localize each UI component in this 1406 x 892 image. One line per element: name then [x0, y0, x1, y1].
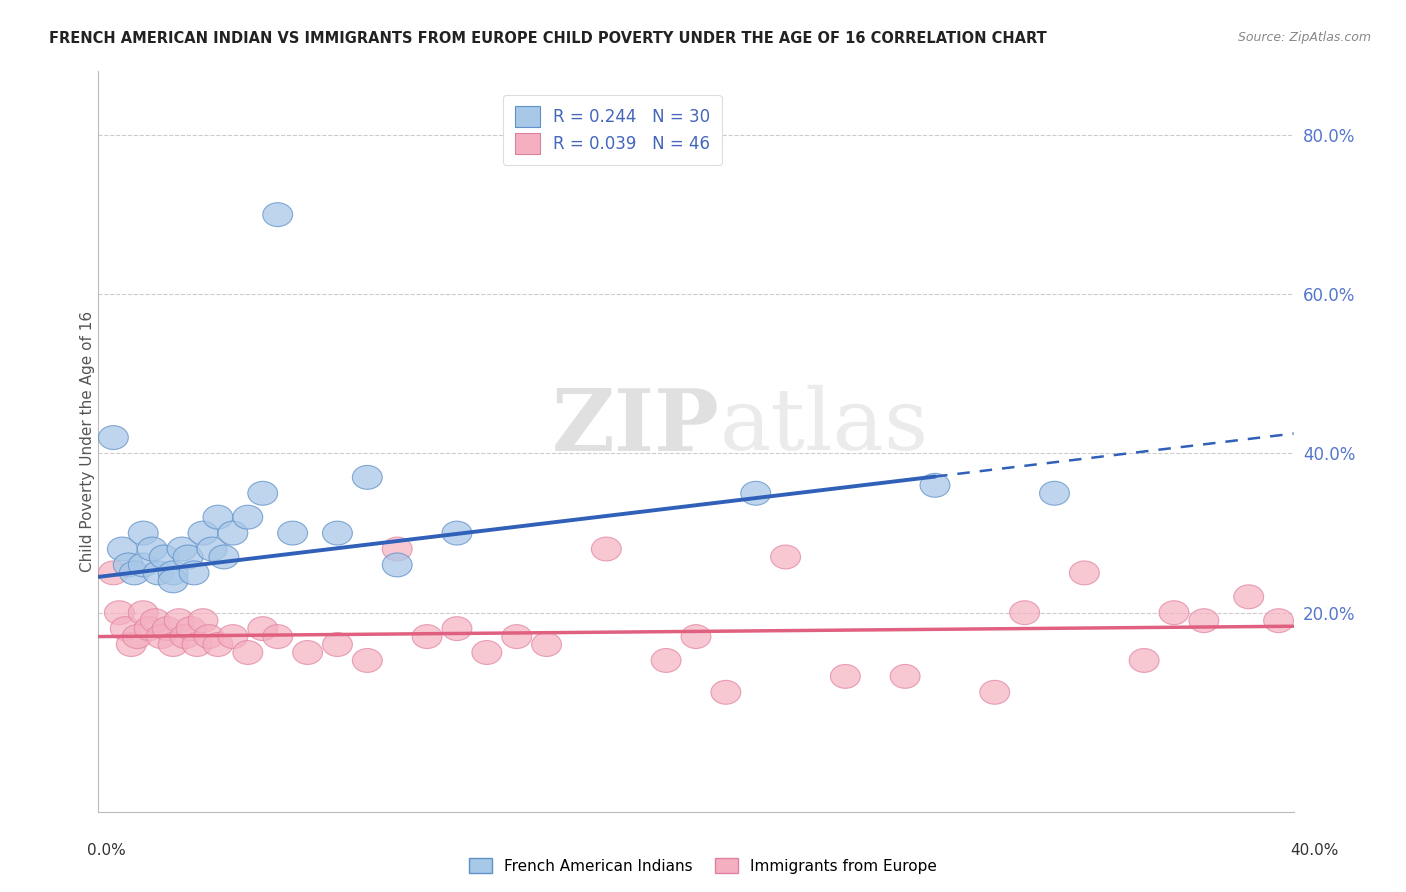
Ellipse shape	[98, 561, 128, 585]
Ellipse shape	[382, 553, 412, 577]
Ellipse shape	[1234, 585, 1264, 608]
Ellipse shape	[980, 681, 1010, 705]
Ellipse shape	[651, 648, 681, 673]
Ellipse shape	[592, 537, 621, 561]
Ellipse shape	[165, 608, 194, 632]
Ellipse shape	[138, 537, 167, 561]
Ellipse shape	[711, 681, 741, 705]
Ellipse shape	[111, 616, 141, 640]
Ellipse shape	[159, 632, 188, 657]
Ellipse shape	[128, 553, 159, 577]
Legend: French American Indians, Immigrants from Europe: French American Indians, Immigrants from…	[463, 852, 943, 880]
Ellipse shape	[152, 616, 183, 640]
Ellipse shape	[128, 521, 159, 545]
Ellipse shape	[146, 624, 176, 648]
Ellipse shape	[322, 632, 353, 657]
Ellipse shape	[1129, 648, 1159, 673]
Ellipse shape	[1189, 608, 1219, 632]
Text: 0.0%: 0.0%	[87, 843, 127, 857]
Ellipse shape	[218, 624, 247, 648]
Ellipse shape	[831, 665, 860, 689]
Ellipse shape	[441, 521, 472, 545]
Ellipse shape	[202, 632, 233, 657]
Ellipse shape	[531, 632, 561, 657]
Ellipse shape	[114, 553, 143, 577]
Ellipse shape	[117, 632, 146, 657]
Ellipse shape	[173, 545, 202, 569]
Ellipse shape	[233, 640, 263, 665]
Ellipse shape	[322, 521, 353, 545]
Ellipse shape	[681, 624, 711, 648]
Ellipse shape	[159, 561, 188, 585]
Ellipse shape	[292, 640, 322, 665]
Ellipse shape	[194, 624, 224, 648]
Ellipse shape	[135, 616, 165, 640]
Ellipse shape	[353, 466, 382, 490]
Ellipse shape	[920, 474, 950, 497]
Ellipse shape	[202, 505, 233, 529]
Text: FRENCH AMERICAN INDIAN VS IMMIGRANTS FROM EUROPE CHILD POVERTY UNDER THE AGE OF : FRENCH AMERICAN INDIAN VS IMMIGRANTS FRO…	[49, 31, 1047, 46]
Ellipse shape	[502, 624, 531, 648]
Ellipse shape	[218, 521, 247, 545]
Ellipse shape	[104, 600, 135, 624]
Ellipse shape	[183, 632, 212, 657]
Ellipse shape	[1159, 600, 1189, 624]
Ellipse shape	[209, 545, 239, 569]
Ellipse shape	[1039, 482, 1070, 505]
Ellipse shape	[170, 624, 200, 648]
Text: 40.0%: 40.0%	[1291, 843, 1339, 857]
Text: atlas: atlas	[720, 385, 929, 468]
Ellipse shape	[382, 537, 412, 561]
Ellipse shape	[353, 648, 382, 673]
Text: Source: ZipAtlas.com: Source: ZipAtlas.com	[1237, 31, 1371, 45]
Ellipse shape	[263, 202, 292, 227]
Ellipse shape	[441, 616, 472, 640]
Ellipse shape	[188, 521, 218, 545]
Ellipse shape	[472, 640, 502, 665]
Ellipse shape	[107, 537, 138, 561]
Ellipse shape	[143, 561, 173, 585]
Ellipse shape	[741, 482, 770, 505]
Ellipse shape	[247, 616, 278, 640]
Ellipse shape	[1010, 600, 1039, 624]
Ellipse shape	[263, 624, 292, 648]
Ellipse shape	[141, 608, 170, 632]
Ellipse shape	[176, 616, 207, 640]
Ellipse shape	[278, 521, 308, 545]
Ellipse shape	[1070, 561, 1099, 585]
Ellipse shape	[197, 537, 226, 561]
Ellipse shape	[247, 482, 278, 505]
Ellipse shape	[149, 545, 179, 569]
Ellipse shape	[233, 505, 263, 529]
Ellipse shape	[188, 608, 218, 632]
Ellipse shape	[98, 425, 128, 450]
Ellipse shape	[1264, 608, 1294, 632]
Ellipse shape	[128, 600, 159, 624]
Ellipse shape	[120, 561, 149, 585]
Ellipse shape	[770, 545, 800, 569]
Y-axis label: Child Poverty Under the Age of 16: Child Poverty Under the Age of 16	[80, 311, 94, 572]
Ellipse shape	[159, 569, 188, 593]
Text: ZIP: ZIP	[553, 384, 720, 468]
Ellipse shape	[412, 624, 441, 648]
Ellipse shape	[890, 665, 920, 689]
Legend: R = 0.244   N = 30, R = 0.039   N = 46: R = 0.244 N = 30, R = 0.039 N = 46	[503, 95, 721, 165]
Ellipse shape	[122, 624, 152, 648]
Ellipse shape	[179, 561, 209, 585]
Ellipse shape	[167, 537, 197, 561]
